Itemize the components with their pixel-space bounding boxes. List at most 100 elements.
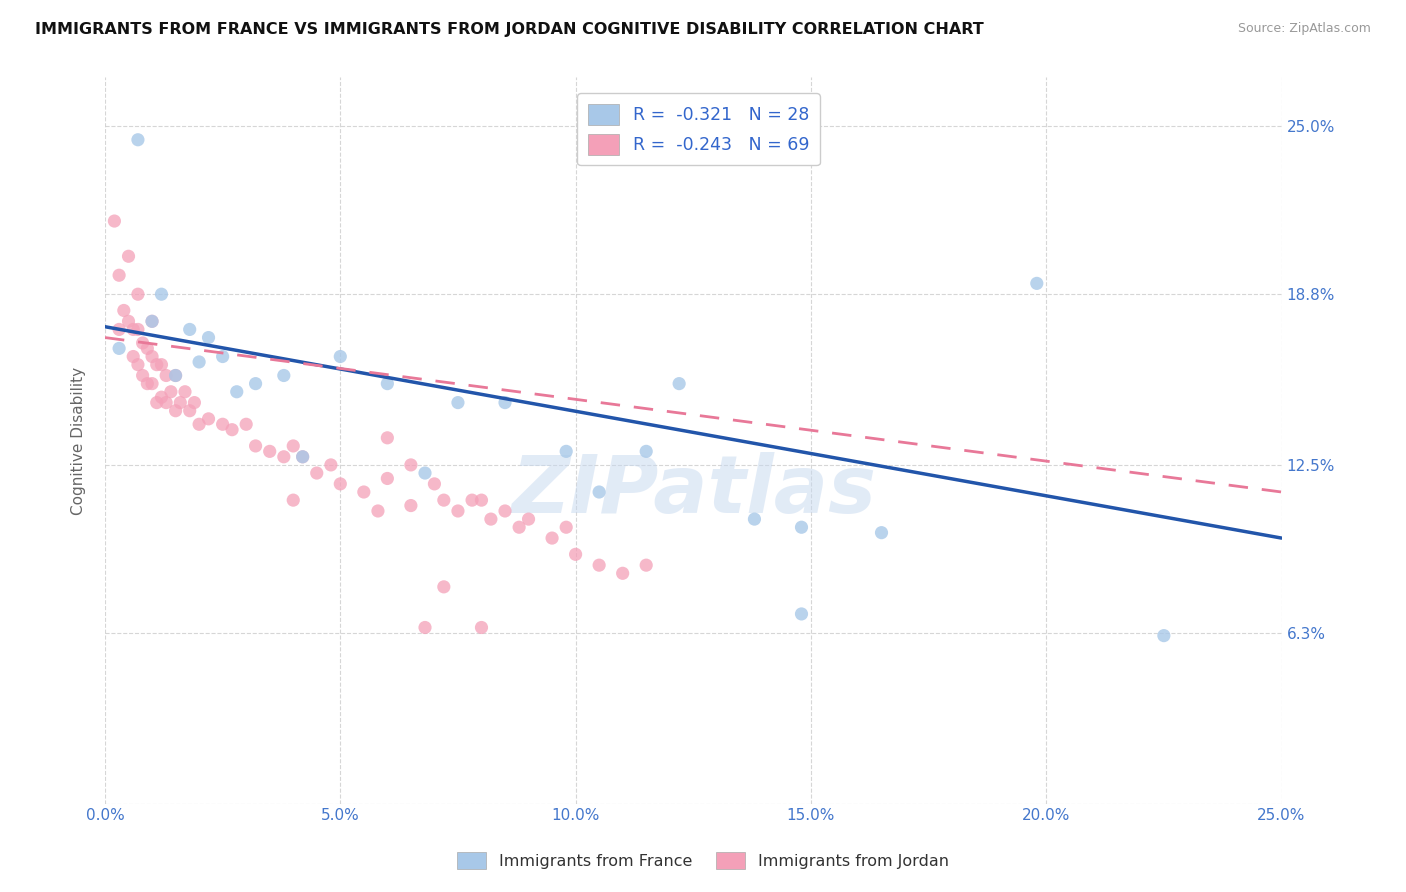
Point bbox=[423, 476, 446, 491]
Point bbox=[136, 376, 159, 391]
Point bbox=[1153, 629, 1175, 643]
Point bbox=[179, 322, 201, 336]
Point bbox=[235, 417, 257, 432]
Point bbox=[470, 620, 492, 634]
Text: IMMIGRANTS FROM FRANCE VS IMMIGRANTS FROM JORDAN COGNITIVE DISABILITY CORRELATIO: IMMIGRANTS FROM FRANCE VS IMMIGRANTS FRO… bbox=[35, 22, 984, 37]
Point bbox=[291, 450, 314, 464]
Point bbox=[399, 499, 422, 513]
Point bbox=[211, 350, 233, 364]
Point bbox=[283, 439, 305, 453]
Point bbox=[494, 504, 516, 518]
Legend: Immigrants from France, Immigrants from Jordan: Immigrants from France, Immigrants from … bbox=[451, 846, 955, 875]
Point bbox=[211, 417, 233, 432]
Y-axis label: Cognitive Disability: Cognitive Disability bbox=[72, 367, 86, 515]
Point bbox=[259, 444, 281, 458]
Point bbox=[150, 358, 173, 372]
Point bbox=[555, 444, 578, 458]
Point bbox=[399, 458, 422, 472]
Point bbox=[127, 133, 149, 147]
Point bbox=[122, 350, 145, 364]
Point bbox=[165, 403, 187, 417]
Point bbox=[636, 444, 658, 458]
Point bbox=[122, 322, 145, 336]
Point bbox=[283, 493, 305, 508]
Point bbox=[479, 512, 502, 526]
Point bbox=[183, 395, 205, 409]
Point bbox=[291, 450, 314, 464]
Point bbox=[1025, 277, 1047, 291]
Point bbox=[790, 607, 813, 621]
Point bbox=[136, 342, 159, 356]
Point bbox=[141, 314, 163, 328]
Point bbox=[377, 471, 399, 485]
Point bbox=[273, 450, 295, 464]
Point bbox=[870, 525, 893, 540]
Point bbox=[517, 512, 540, 526]
Point bbox=[744, 512, 766, 526]
Point bbox=[197, 330, 219, 344]
Point bbox=[103, 214, 125, 228]
Point bbox=[179, 403, 201, 417]
Point bbox=[413, 620, 436, 634]
Point bbox=[127, 287, 149, 301]
Point bbox=[188, 355, 211, 369]
Point bbox=[112, 303, 135, 318]
Point bbox=[174, 384, 197, 399]
Point bbox=[564, 547, 586, 561]
Point bbox=[141, 314, 163, 328]
Point bbox=[588, 558, 610, 573]
Point bbox=[117, 249, 139, 263]
Point bbox=[160, 384, 183, 399]
Point bbox=[197, 412, 219, 426]
Point bbox=[145, 395, 167, 409]
Point bbox=[636, 558, 658, 573]
Point bbox=[367, 504, 389, 518]
Legend: R =  -0.321   N = 28, R =  -0.243   N = 69: R = -0.321 N = 28, R = -0.243 N = 69 bbox=[578, 94, 820, 165]
Point bbox=[329, 350, 352, 364]
Point bbox=[221, 423, 243, 437]
Point bbox=[668, 376, 690, 391]
Point bbox=[541, 531, 564, 545]
Point bbox=[165, 368, 187, 383]
Point bbox=[150, 287, 173, 301]
Point bbox=[377, 431, 399, 445]
Point bbox=[273, 368, 295, 383]
Point bbox=[108, 268, 131, 283]
Text: Source: ZipAtlas.com: Source: ZipAtlas.com bbox=[1237, 22, 1371, 36]
Point bbox=[188, 417, 211, 432]
Point bbox=[508, 520, 530, 534]
Point bbox=[165, 368, 187, 383]
Point bbox=[353, 485, 375, 500]
Point bbox=[245, 376, 267, 391]
Point bbox=[141, 350, 163, 364]
Text: ZIPatlas: ZIPatlas bbox=[510, 452, 876, 531]
Point bbox=[790, 520, 813, 534]
Point bbox=[461, 493, 484, 508]
Point bbox=[155, 395, 177, 409]
Point bbox=[225, 384, 247, 399]
Point bbox=[433, 580, 456, 594]
Point bbox=[141, 376, 163, 391]
Point bbox=[127, 322, 149, 336]
Point bbox=[319, 458, 342, 472]
Point bbox=[108, 342, 131, 356]
Point bbox=[447, 395, 470, 409]
Point bbox=[131, 336, 153, 351]
Point bbox=[127, 358, 149, 372]
Point bbox=[413, 466, 436, 480]
Point bbox=[145, 358, 167, 372]
Point bbox=[169, 395, 191, 409]
Point bbox=[117, 314, 139, 328]
Point bbox=[588, 485, 610, 500]
Point bbox=[305, 466, 328, 480]
Point bbox=[131, 368, 153, 383]
Point bbox=[150, 390, 173, 404]
Point bbox=[470, 493, 492, 508]
Point bbox=[433, 493, 456, 508]
Point bbox=[108, 322, 131, 336]
Point bbox=[555, 520, 578, 534]
Point bbox=[612, 566, 634, 581]
Point bbox=[155, 368, 177, 383]
Point bbox=[377, 376, 399, 391]
Point bbox=[447, 504, 470, 518]
